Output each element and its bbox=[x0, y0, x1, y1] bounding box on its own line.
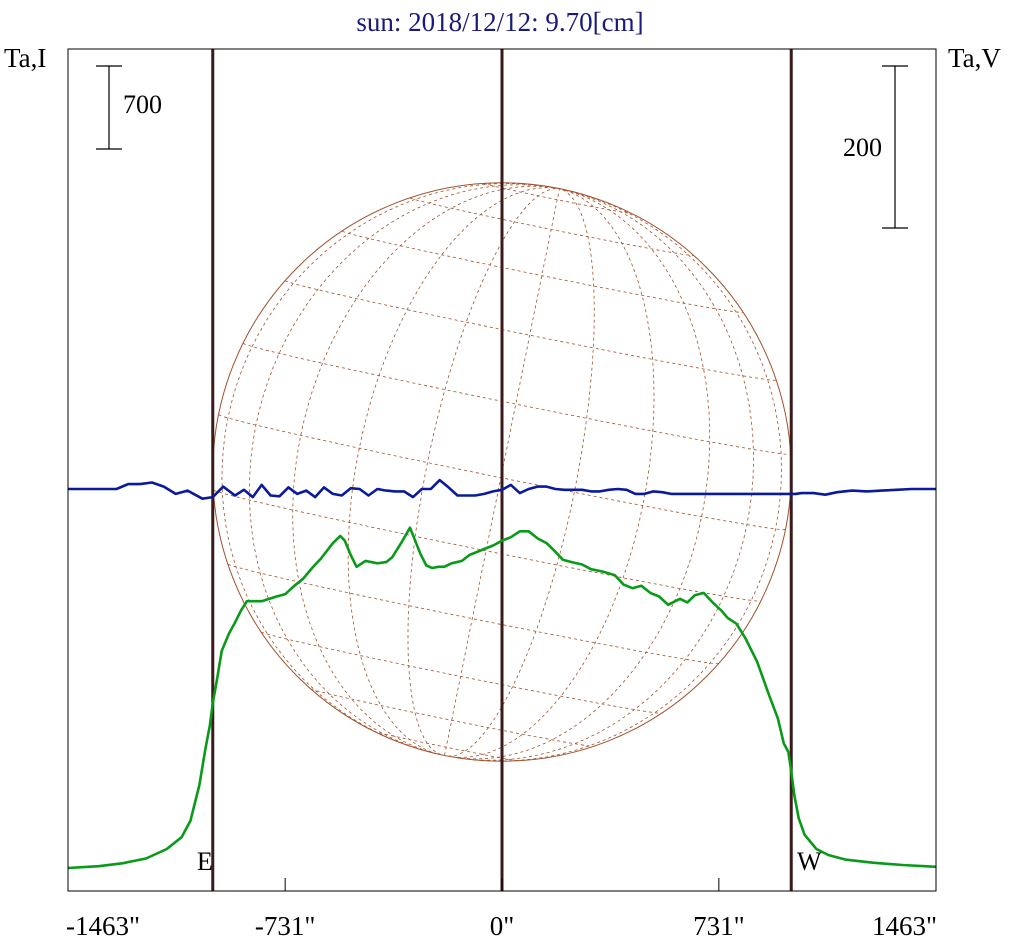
latitude-line-6 bbox=[242, 342, 791, 455]
limb-label-W: W bbox=[797, 847, 822, 876]
left-axis-label: Ta,I bbox=[4, 43, 46, 73]
right-axis-label: Ta,V bbox=[948, 43, 1001, 73]
chart-title: sun: 2018/12/12: 9.70[cm] bbox=[356, 7, 643, 37]
x-tick-label-1: -731" bbox=[255, 911, 316, 941]
scale-bar-left-label: 700 bbox=[123, 90, 162, 119]
series-line-right bbox=[68, 478, 936, 500]
series-line-left bbox=[67, 526, 937, 870]
longitude-line-6 bbox=[448, 188, 595, 757]
latitude-line-1 bbox=[310, 688, 594, 747]
x-tick-label-3: 731" bbox=[693, 911, 745, 941]
x-axis-ticks: -1463" -731" 0" 731" 1463" bbox=[66, 878, 937, 941]
longitude-line-4 bbox=[407, 188, 560, 755]
x-tick-label-2: 0" bbox=[490, 911, 515, 941]
longitude-line-3 bbox=[347, 187, 560, 755]
longitude-line-0 bbox=[221, 183, 560, 749]
scale-bar-right-label: 200 bbox=[843, 133, 882, 162]
latitude-line-4 bbox=[213, 489, 761, 602]
longitude-line-7 bbox=[451, 188, 655, 758]
limb-label-E: E bbox=[197, 847, 213, 876]
latitude-line-3 bbox=[227, 563, 719, 665]
longitude-line-8 bbox=[455, 188, 711, 760]
longitude-line-2 bbox=[292, 185, 560, 754]
latitude-line-9 bbox=[409, 197, 694, 256]
longitude-line-10 bbox=[473, 188, 782, 762]
series-group bbox=[67, 478, 937, 870]
scale-bar-left: 700 bbox=[96, 65, 162, 150]
longitude-line-9 bbox=[457, 188, 754, 761]
longitude-line-1 bbox=[249, 184, 560, 753]
latitude-line-8 bbox=[341, 230, 744, 313]
scale-bar-right: 200 bbox=[843, 65, 908, 229]
x-tick-label-4: 1463" bbox=[872, 911, 937, 941]
x-tick-label-0: -1463" bbox=[66, 911, 140, 941]
